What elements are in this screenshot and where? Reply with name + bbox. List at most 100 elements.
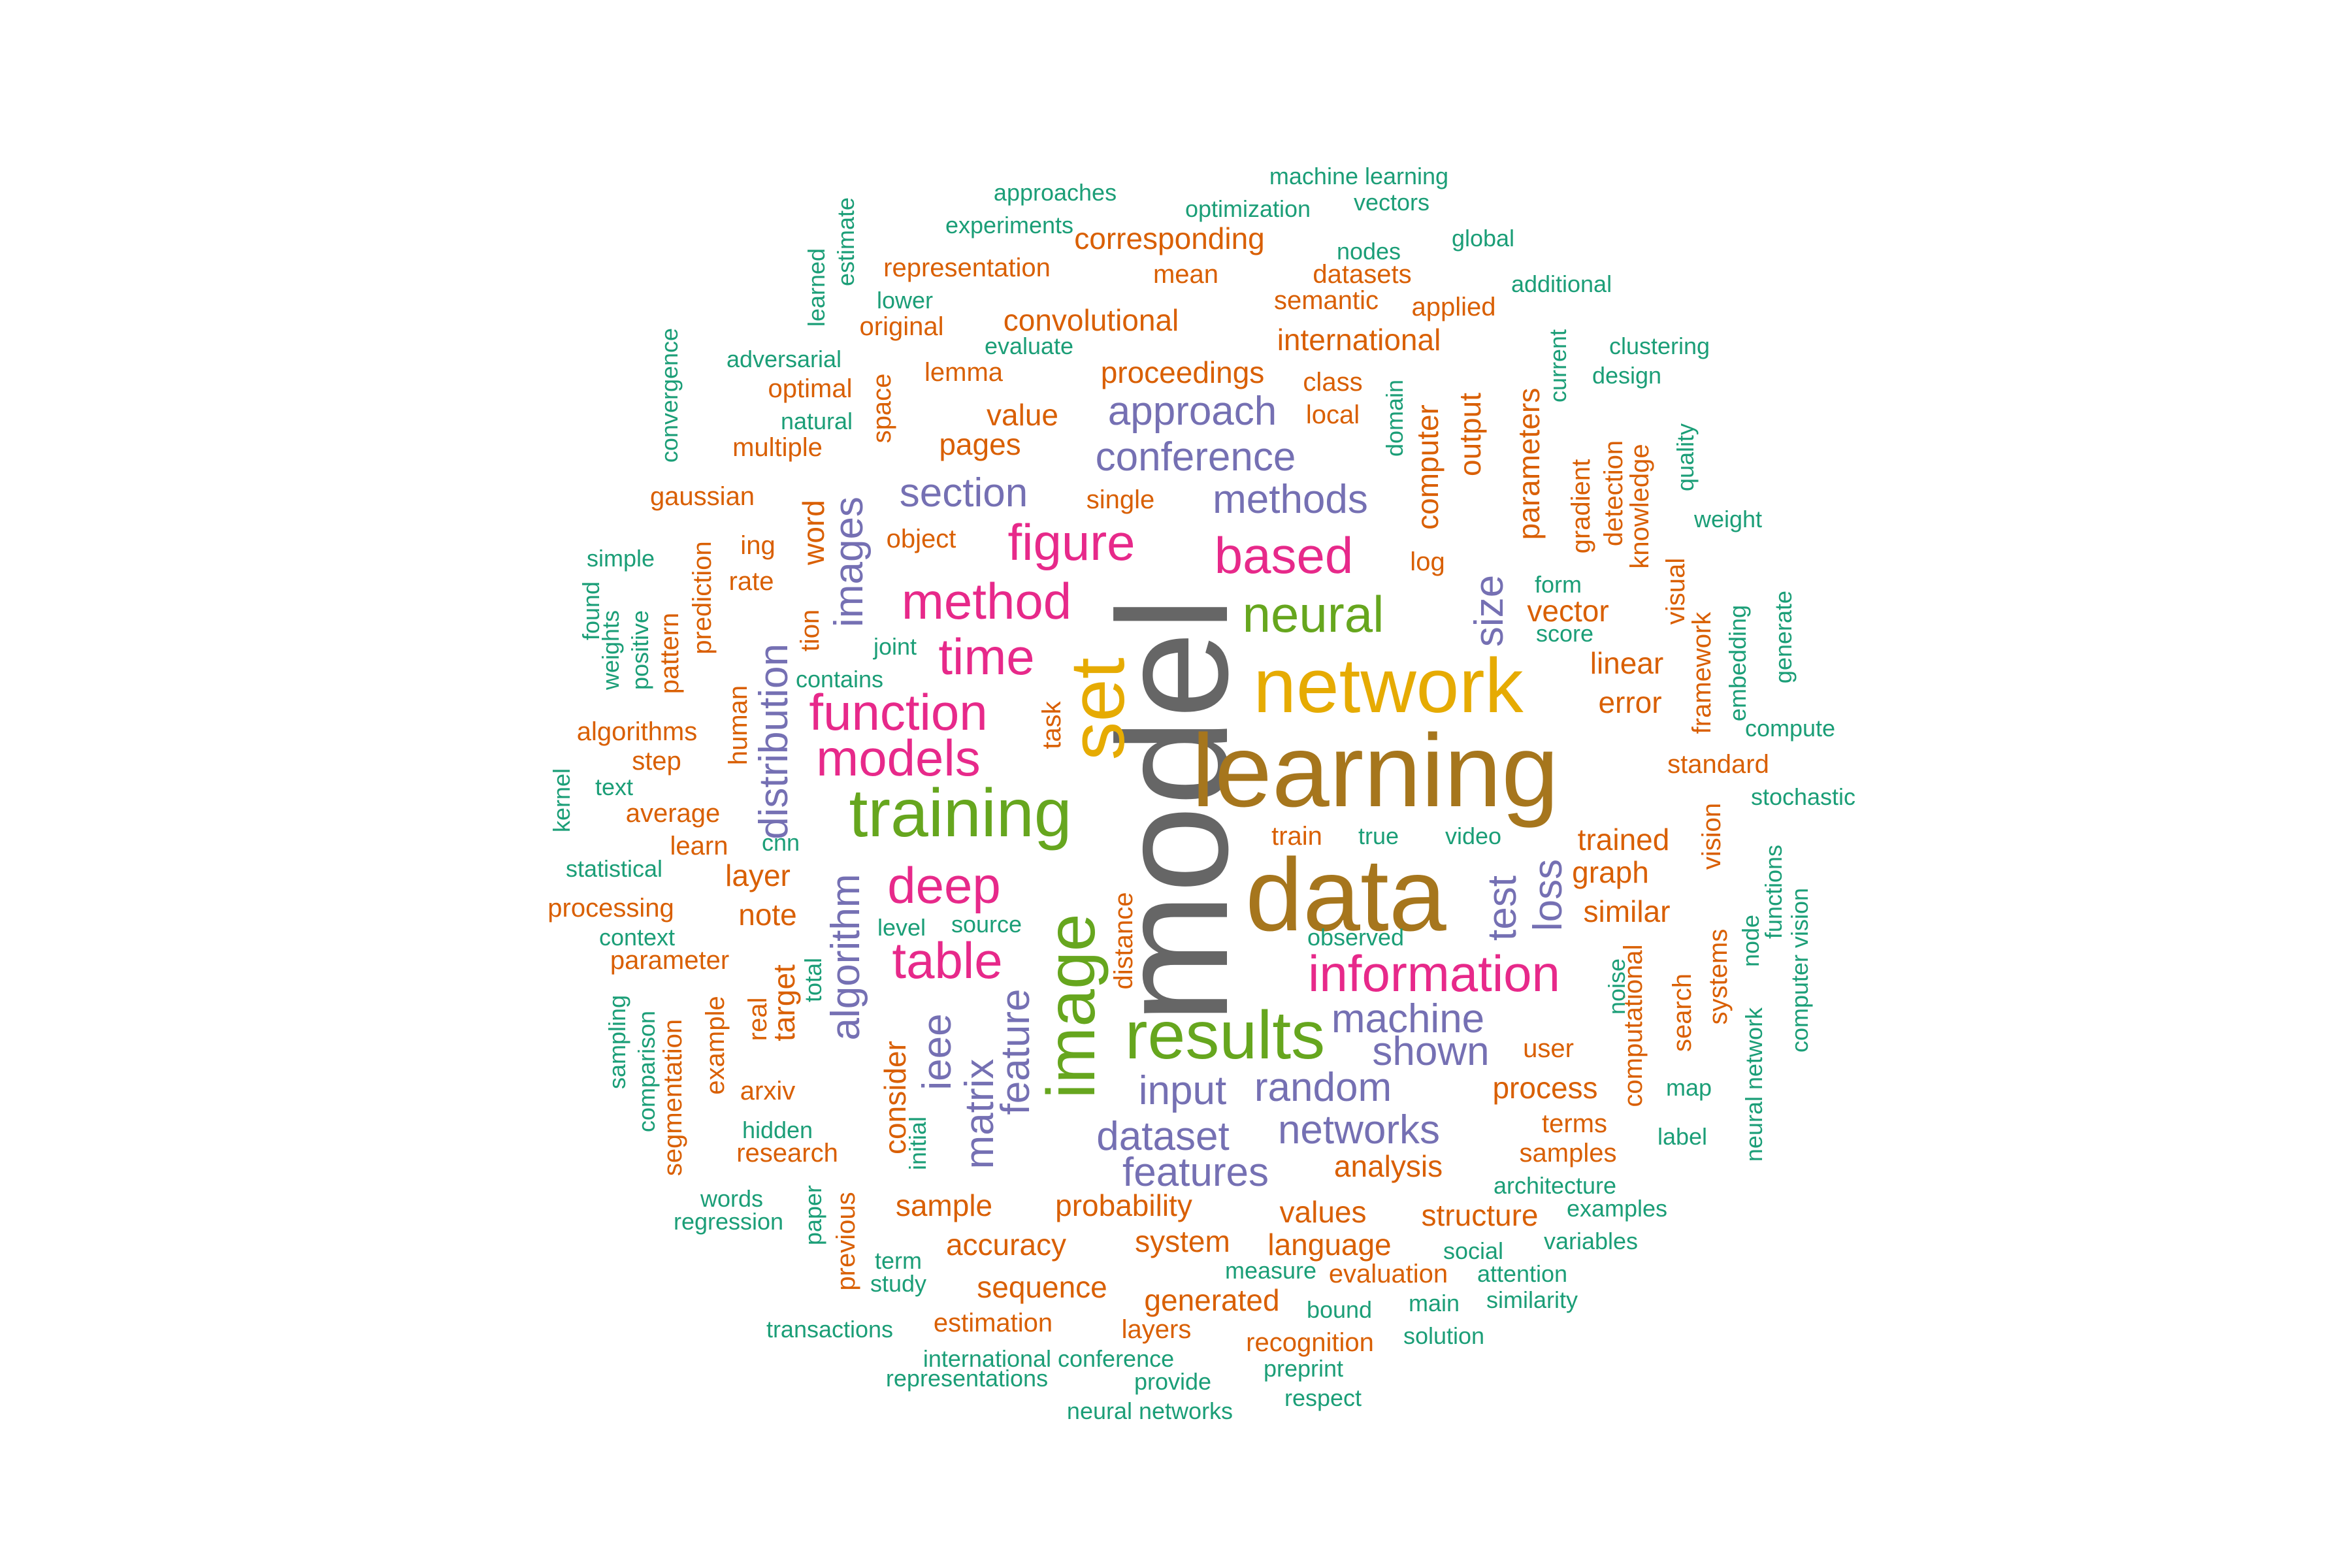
cloud-word-log: log — [1410, 547, 1445, 576]
cloud-word-distance: distance — [1109, 892, 1138, 990]
cloud-word-international-conference: international conference — [923, 1345, 1175, 1372]
cloud-word-gradient: gradient — [1567, 459, 1595, 554]
cloud-word-table: table — [892, 932, 1003, 989]
cloud-word-learning: learning — [1191, 713, 1560, 828]
cloud-word-clustering: clustering — [1609, 333, 1710, 359]
cloud-word-estimate: estimate — [832, 197, 859, 287]
cloud-word-information: information — [1308, 945, 1560, 1002]
cloud-word-test: test — [1480, 875, 1525, 941]
cloud-word-node: node — [1737, 914, 1764, 968]
cloud-word-semantic: semantic — [1273, 286, 1379, 315]
cloud-word-terms: terms — [1542, 1109, 1607, 1138]
cloud-word-data: data — [1245, 838, 1446, 953]
cloud-word-research: research — [736, 1139, 838, 1168]
cloud-word-vector: vector — [1527, 594, 1609, 628]
cloud-word-provide: provide — [1134, 1368, 1212, 1395]
cloud-word-matrix: matrix — [957, 1058, 1002, 1169]
cloud-word-current: current — [1544, 329, 1571, 403]
cloud-word-network: network — [1253, 643, 1524, 729]
cloud-word-applied: applied — [1411, 293, 1496, 321]
cloud-word-sample: sample — [895, 1188, 993, 1222]
cloud-word-true: true — [1358, 823, 1399, 849]
cloud-word-design: design — [1592, 362, 1662, 389]
cloud-word-solution: solution — [1403, 1322, 1485, 1349]
cloud-word-arxiv: arxiv — [740, 1077, 796, 1105]
cloud-word-pages: pages — [939, 427, 1021, 461]
cloud-word-section: section — [899, 470, 1028, 515]
cloud-word-processing: processing — [547, 894, 674, 923]
cloud-word-context: context — [598, 924, 676, 951]
cloud-word-weights: weights — [597, 610, 624, 691]
cloud-word-tion: tion — [796, 609, 825, 652]
cloud-word-search: search — [1668, 973, 1697, 1053]
cloud-word-language: language — [1267, 1228, 1392, 1262]
cloud-word-detection: detection — [1599, 440, 1628, 547]
cloud-word-average: average — [625, 799, 721, 828]
cloud-word-real: real — [743, 997, 772, 1041]
cloud-word-convergence: convergence — [656, 327, 683, 463]
cloud-word-step: step — [632, 747, 681, 776]
cloud-word-parameter: parameter — [610, 946, 730, 975]
cloud-word-positive: positive — [627, 610, 653, 691]
cloud-word-similar: similar — [1583, 894, 1671, 928]
cloud-word-preprint: preprint — [1263, 1355, 1344, 1382]
cloud-word-single: single — [1086, 485, 1155, 514]
cloud-word-generated: generated — [1144, 1283, 1280, 1317]
cloud-word-variables: variables — [1543, 1228, 1639, 1254]
cloud-word-corresponding: corresponding — [1074, 221, 1265, 255]
cloud-word-quality: quality — [1672, 423, 1699, 492]
cloud-word-kernel: kernel — [548, 768, 575, 833]
cloud-word-lower: lower — [876, 287, 934, 314]
cloud-word-graph: graph — [1572, 855, 1649, 889]
cloud-word-adversarial: adversarial — [726, 346, 842, 372]
cloud-word-features: features — [1122, 1150, 1269, 1195]
cloud-word-pattern: pattern — [655, 612, 684, 694]
cloud-word-input: input — [1138, 1068, 1227, 1113]
cloud-word-generate: generate — [1770, 590, 1797, 684]
cloud-word-output: output — [1453, 393, 1487, 476]
cloud-word-machine: machine — [1331, 996, 1485, 1041]
cloud-word-trained: trained — [1577, 823, 1670, 857]
cloud-word-words: words — [700, 1185, 764, 1212]
cloud-word-level: level — [877, 914, 926, 941]
cloud-word-random: random — [1254, 1065, 1392, 1110]
cloud-word-methods: methods — [1213, 477, 1368, 522]
cloud-word-term: term — [875, 1247, 922, 1274]
cloud-word-method: method — [901, 572, 1072, 630]
cloud-word-algorithms: algorithms — [576, 717, 698, 746]
cloud-word-size: size — [1467, 574, 1512, 647]
cloud-word-score: score — [1535, 620, 1594, 647]
cloud-word-lemma: lemma — [924, 358, 1004, 387]
cloud-word-task: task — [1037, 701, 1066, 749]
cloud-word-contains: contains — [795, 666, 884, 693]
cloud-word-previous: previous — [832, 1192, 860, 1291]
cloud-word-ieee: ieee — [915, 1013, 960, 1090]
cloud-word-networks: networks — [1277, 1107, 1441, 1152]
cloud-word-algorithm: algorithm — [823, 874, 868, 1041]
cloud-word-probability: probability — [1055, 1188, 1192, 1222]
cloud-word-training: training — [849, 776, 1072, 851]
cloud-word-object: object — [886, 525, 956, 553]
cloud-word-computer: computer — [1411, 404, 1445, 530]
cloud-word-images: images — [826, 497, 872, 627]
cloud-word-stochastic: stochastic — [1750, 783, 1856, 810]
cloud-word-system: system — [1135, 1224, 1230, 1258]
cloud-word-representation: representation — [883, 253, 1051, 282]
cloud-word-embedding: embedding — [1724, 604, 1751, 722]
cloud-word-form: form — [1535, 571, 1582, 598]
cloud-word-computer-vision: computer vision — [1786, 887, 1813, 1053]
cloud-word-noise: noise — [1603, 958, 1630, 1015]
cloud-word-respect: respect — [1284, 1384, 1362, 1411]
cloud-word-original: original — [859, 312, 944, 341]
cloud-word-based: based — [1214, 527, 1354, 584]
cloud-word-distribution: distribution — [751, 644, 796, 840]
cloud-word-knowledge: knowledge — [1625, 444, 1654, 569]
cloud-word-class: class — [1303, 368, 1363, 397]
cloud-word-learn: learn — [670, 832, 728, 860]
cloud-word-neural-networks: neural networks — [1066, 1397, 1233, 1424]
cloud-word-word: word — [796, 500, 830, 565]
cloud-word-user: user — [1523, 1034, 1574, 1063]
cloud-word-train: train — [1271, 822, 1322, 851]
cloud-word-cnn: cnn — [761, 829, 800, 856]
cloud-word-visual: visual — [1661, 557, 1690, 625]
